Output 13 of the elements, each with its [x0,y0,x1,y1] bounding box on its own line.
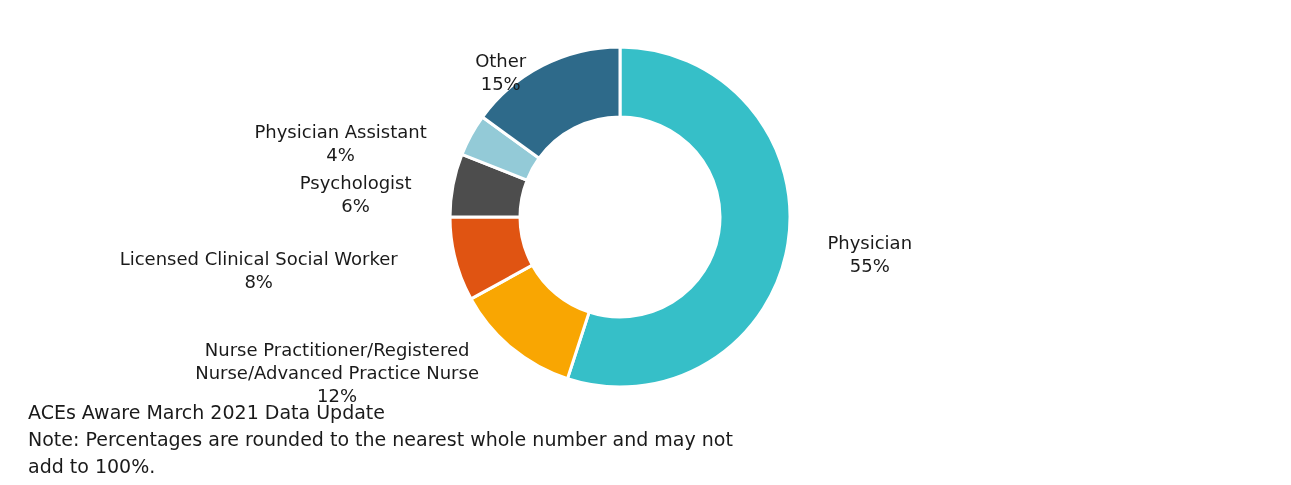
data-label: 8% [244,271,273,293]
slice-label: Licensed Clinical Social Worker [119,248,399,270]
slice-label: Psychologist [299,172,412,194]
slice-label: Nurse Practitioner/Registered Nurse/Advanced Practice Nurse [195,339,479,384]
slice-label: Other [475,49,527,71]
slice-label: Physician Assistant [254,121,427,143]
text: Note: Percentages are rounded to the nearest whole number and may not add to 100%. [28,428,733,477]
text: ACEs Aware March 2021 Data Update [28,401,385,423]
slice-label: Physician [827,232,913,254]
data-label: 15% [480,72,521,94]
data-label: 4% [326,144,355,166]
data-label: 55% [849,255,890,277]
data-label: 6% [341,195,370,217]
